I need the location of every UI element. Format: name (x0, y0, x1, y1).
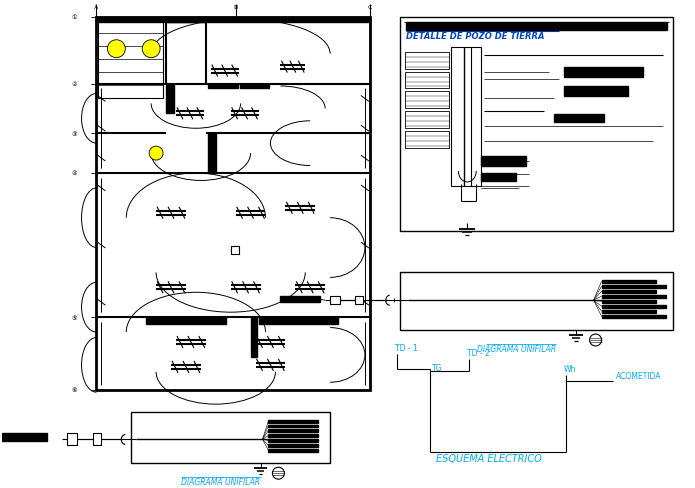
Bar (240, 84, 270, 89)
Text: B: B (234, 5, 238, 10)
Bar (268, 425, 318, 427)
Bar (280, 297, 320, 303)
Text: TD - 2: TD - 2 (467, 348, 490, 357)
Bar (601, 316, 666, 319)
Text: TG: TG (432, 363, 442, 372)
Bar (404, 53, 450, 69)
Bar (268, 440, 318, 443)
Text: ②: ② (72, 82, 77, 87)
Bar (94, 433, 101, 446)
Bar (99, 20, 163, 99)
Bar (330, 297, 340, 305)
Bar (404, 92, 450, 109)
Bar (268, 445, 318, 447)
Bar (404, 72, 450, 89)
Text: ACOMETIDA: ACOMETIDA (616, 371, 662, 380)
Bar (208, 134, 215, 174)
Bar (601, 310, 656, 313)
Bar (601, 301, 656, 304)
Bar (400, 273, 673, 330)
Bar (404, 112, 450, 129)
Bar (268, 429, 318, 432)
Text: DIAGRAMA UNIFILAR: DIAGRAMA UNIFILAR (181, 477, 260, 486)
Text: ⑤: ⑤ (72, 315, 77, 320)
Text: A: A (95, 5, 99, 10)
Bar (400, 18, 673, 231)
Bar (231, 246, 238, 254)
Text: C: C (368, 5, 372, 10)
Bar (554, 115, 603, 123)
Bar (404, 132, 450, 149)
Bar (601, 291, 656, 294)
Bar (97, 18, 370, 390)
Bar (146, 318, 226, 325)
Text: ESQUEMA ELECTRICO: ESQUEMA ELECTRICO (436, 453, 542, 463)
Bar (601, 286, 666, 289)
Text: ④: ④ (72, 171, 77, 176)
Bar (2, 433, 47, 442)
Circle shape (142, 41, 160, 59)
Bar (355, 297, 363, 305)
Bar (67, 433, 76, 446)
Bar (268, 449, 318, 452)
Bar (406, 23, 667, 31)
Text: ③: ③ (72, 131, 77, 137)
Circle shape (149, 147, 163, 161)
Bar (481, 174, 516, 182)
Bar (131, 412, 330, 463)
Text: DETALLE DE POZO DE TIERRA: DETALLE DE POZO DE TIERRA (406, 32, 544, 41)
Bar (251, 318, 256, 357)
Bar (481, 157, 526, 167)
Bar (601, 281, 656, 284)
Text: DIAGRAMA UNIFILAR: DIAGRAMA UNIFILAR (477, 344, 555, 353)
Bar (268, 420, 318, 423)
Bar (166, 18, 206, 23)
Bar (259, 318, 338, 325)
Bar (451, 48, 481, 186)
Bar (564, 67, 644, 78)
Bar (601, 305, 666, 308)
Bar (208, 84, 238, 89)
Text: ①: ① (72, 15, 77, 20)
Text: Wh: Wh (564, 364, 576, 373)
Bar (601, 296, 666, 299)
Bar (97, 18, 370, 23)
Bar (564, 87, 628, 97)
Circle shape (108, 41, 125, 59)
Text: ⑥: ⑥ (72, 387, 77, 392)
Text: TD - 1: TD - 1 (395, 343, 418, 352)
Bar (268, 435, 318, 438)
Bar (166, 84, 174, 114)
